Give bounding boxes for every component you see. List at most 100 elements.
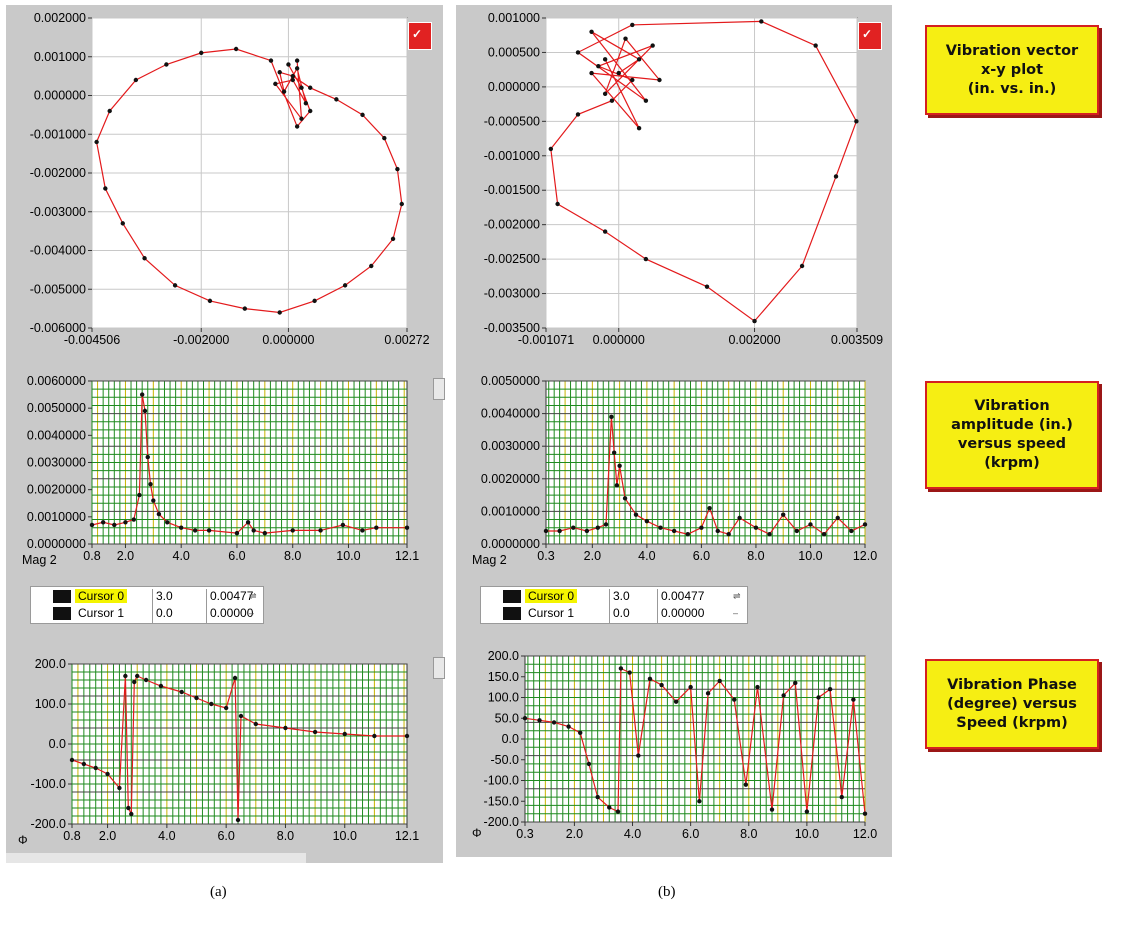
data-point bbox=[575, 112, 581, 117]
x-tick-label: 8.0 bbox=[747, 549, 764, 563]
data-point bbox=[242, 306, 248, 311]
data-point bbox=[294, 58, 300, 63]
x-tick-label: -0.001071 bbox=[518, 333, 574, 347]
data-point bbox=[131, 517, 137, 522]
data-point bbox=[671, 528, 677, 534]
plot-a-toggle-button[interactable] bbox=[408, 22, 432, 50]
data-point bbox=[759, 19, 764, 24]
data-point bbox=[614, 483, 620, 488]
data-point bbox=[611, 450, 617, 455]
data-point bbox=[179, 689, 184, 695]
y-tick-label: -100.0 bbox=[31, 777, 66, 791]
y-tick-label: 0.0000000 bbox=[481, 537, 540, 551]
caption-xy-plot: Vibration vector x-y plot (in. vs. in.) bbox=[925, 25, 1099, 115]
x-tick-label: 4.0 bbox=[624, 827, 641, 841]
data-point bbox=[268, 58, 274, 63]
cursor-swatch bbox=[53, 590, 71, 603]
data-point bbox=[650, 43, 655, 48]
y-tick-label: 0.0 bbox=[49, 737, 66, 751]
data-point bbox=[372, 733, 377, 739]
data-point bbox=[816, 695, 821, 700]
data-point bbox=[135, 673, 140, 679]
series-line bbox=[550, 20, 858, 322]
phase-label-a: Φ bbox=[18, 833, 28, 847]
data-point bbox=[827, 687, 833, 692]
x-tick-label: 0.000000 bbox=[262, 333, 314, 347]
data-point bbox=[732, 697, 737, 702]
x-tick-label: 0.002000 bbox=[728, 333, 780, 347]
data-point bbox=[630, 77, 635, 83]
y-tick-label: 100.0 bbox=[35, 697, 66, 711]
data-point bbox=[752, 318, 757, 324]
data-point bbox=[609, 414, 614, 420]
data-point bbox=[804, 809, 810, 814]
y-tick-label: 0.000000 bbox=[34, 89, 86, 103]
x-tick-label: 8.0 bbox=[740, 827, 757, 841]
y-tick-label: 0.0020000 bbox=[27, 483, 86, 497]
cursor-scroll-icon[interactable]: – bbox=[733, 608, 739, 618]
data-point bbox=[633, 512, 639, 517]
y-tick-label: 0.0000000 bbox=[27, 537, 86, 551]
y-tick-label: 0.0060000 bbox=[27, 374, 86, 388]
x-tick-label: 0.3 bbox=[537, 549, 554, 563]
cursor-row-0[interactable]: Cursor 0 3.0 0.00477 ⇌ bbox=[31, 588, 263, 606]
data-point bbox=[369, 263, 374, 269]
y-tick-label: -0.001500 bbox=[484, 183, 540, 197]
data-point bbox=[299, 85, 304, 90]
y-tick-label: -50.0 bbox=[491, 753, 520, 767]
data-point bbox=[374, 525, 379, 530]
data-point bbox=[586, 761, 592, 767]
data-point bbox=[148, 482, 153, 487]
data-point bbox=[781, 693, 786, 698]
data-point bbox=[142, 408, 148, 414]
y-tick-label: 0.000500 bbox=[488, 45, 540, 59]
data-point bbox=[129, 811, 134, 817]
cursor-spin-icon[interactable]: ⇌ bbox=[733, 591, 741, 601]
data-point bbox=[658, 525, 663, 530]
data-point bbox=[251, 528, 256, 533]
cursor-y: 0.00000 bbox=[206, 606, 253, 623]
y-tick-label: 0.002000 bbox=[34, 11, 86, 25]
data-point bbox=[89, 522, 95, 528]
y-tick-label: 0.0040000 bbox=[481, 407, 540, 421]
data-point bbox=[543, 528, 549, 534]
data-point bbox=[571, 525, 576, 530]
data-point bbox=[273, 81, 278, 87]
data-point bbox=[851, 697, 856, 702]
data-point bbox=[132, 679, 137, 685]
data-point bbox=[548, 146, 554, 152]
data-point bbox=[833, 174, 839, 179]
data-point bbox=[143, 677, 149, 683]
cursor-spin-icon[interactable]: ⇌ bbox=[249, 591, 257, 601]
data-point bbox=[283, 725, 288, 731]
cursor-scroll-icon[interactable]: – bbox=[249, 608, 255, 618]
data-point bbox=[245, 520, 251, 525]
cursor-y: 0.00477 bbox=[657, 589, 704, 606]
x-tick-label: 0.000000 bbox=[593, 333, 645, 347]
x-tick-label: 10.0 bbox=[333, 829, 357, 843]
data-point bbox=[596, 64, 601, 69]
data-point bbox=[615, 809, 621, 814]
cursor-row-0[interactable]: Cursor 0 3.0 0.00477 ⇌ bbox=[481, 588, 747, 606]
y-tick-label: 0.001000 bbox=[488, 11, 540, 25]
data-point bbox=[595, 525, 601, 530]
data-point bbox=[290, 77, 295, 83]
data-point bbox=[206, 528, 212, 533]
cursor-row-1[interactable]: Cursor 1 0.0 0.00000 – bbox=[31, 605, 263, 623]
data-point bbox=[566, 724, 571, 729]
data-point bbox=[618, 666, 624, 671]
data-point bbox=[235, 817, 241, 823]
data-point bbox=[207, 298, 213, 304]
data-point bbox=[145, 454, 150, 460]
plot-a-phase-side-tab[interactable] bbox=[433, 657, 445, 679]
x-tick-label: 10.0 bbox=[795, 827, 819, 841]
data-point bbox=[589, 70, 594, 76]
y-tick-label: -200.0 bbox=[31, 817, 66, 831]
chart-a-mag: 0.0060000 0.0050000 0.0040000 0.0030000 0.00… bbox=[27, 374, 419, 563]
cursor-row-1[interactable]: Cursor 1 0.0 0.00000 – bbox=[481, 605, 747, 623]
data-point bbox=[705, 691, 711, 696]
y-tick-label: 200.0 bbox=[35, 657, 66, 671]
plot-b-toggle-button[interactable] bbox=[858, 22, 882, 50]
plot-a-side-tab[interactable] bbox=[433, 378, 445, 400]
